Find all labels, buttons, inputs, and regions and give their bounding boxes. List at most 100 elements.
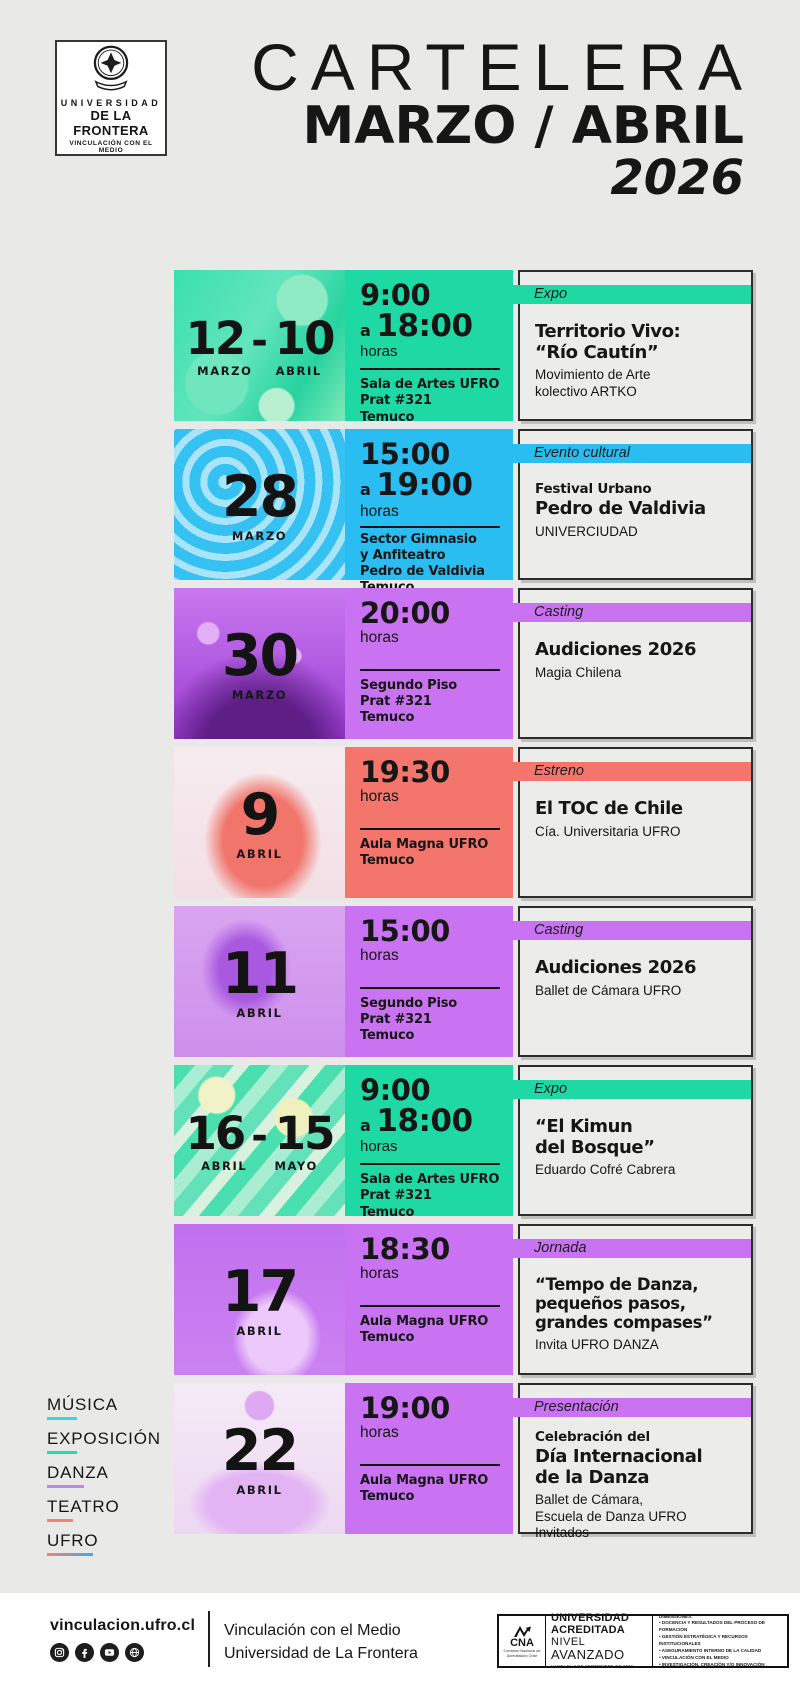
event-category-tag: Casting <box>513 921 751 940</box>
time-unit: horas <box>360 788 399 805</box>
legend-label: EXPOSICIÓN <box>47 1429 161 1448</box>
event-subtitle: Ballet de Cámara UFRO <box>535 982 682 998</box>
website-link[interactable]: vinculacion.ufro.cl <box>50 1617 196 1634</box>
month-label: MARZO <box>231 687 288 702</box>
event-8-date: 22 ABRIL <box>174 1383 345 1534</box>
day-number: 28 <box>221 464 299 531</box>
event-title: Audiciones 2026 <box>535 957 697 978</box>
event-6-photo: 16-15 ABRIL MAYO <box>174 1065 345 1216</box>
dimension-item: INVESTIGACIÓN, CREACIÓN Y/O INNOVACIÓN <box>659 1661 783 1668</box>
event-subtitle: Cía. Universitaria UFRO <box>535 823 681 839</box>
event-title: Audiciones 2026 <box>535 639 697 660</box>
event-1-card: Expo Territorio Vivo: “Río Cautín” Movim… <box>513 270 753 421</box>
event-row-5: 11 ABRIL 15:00 horas Segundo Piso Prat #… <box>174 906 753 1057</box>
level-line-2: AVANZADO <box>551 1647 625 1663</box>
event-title: Pedro de Valdivia <box>535 498 706 519</box>
location-line: Prat #321 <box>360 1012 432 1028</box>
event-4-card: Estreno El TOC de Chile Cía. Universitar… <box>513 747 753 898</box>
web-icon[interactable] <box>125 1643 144 1662</box>
time-end: 18:00 <box>376 308 473 344</box>
divider-line <box>360 368 500 371</box>
logo-line-frontera: DE LA FRONTERA <box>73 108 149 138</box>
event-8-card: Presentación Celebración del Día Interna… <box>513 1383 753 1540</box>
event-8-time-block: 19:00 horas Aula Magna UFRO Temuco <box>345 1383 513 1534</box>
location-line: Aula Magna UFRO <box>360 837 489 852</box>
location-line: Temuco <box>360 710 415 726</box>
event-1-photo: 12-10 MARZO ABRIL <box>174 270 345 421</box>
accreditation-badge: CNA Comisión Nacional de Acreditación Ch… <box>497 1613 789 1669</box>
day-number: 12 <box>185 311 247 365</box>
time-start: 19:00 <box>360 1391 450 1425</box>
location-line: Segundo Piso <box>360 678 458 693</box>
dimension-item: DOCENCIA Y RESULTADOS DEL PROCESO DE FOR… <box>659 1619 783 1633</box>
facebook-icon[interactable] <box>75 1643 94 1662</box>
legend-label: MÚSICA <box>47 1395 118 1414</box>
event-5-photo: 11 ABRIL <box>174 906 345 1057</box>
time-start: 15:00 <box>360 437 450 471</box>
location-line: Temuco <box>360 1489 415 1505</box>
social-icons <box>50 1643 144 1662</box>
cna-mark-icon <box>514 1625 531 1637</box>
event-row-6: 16-15 ABRIL MAYO 9:00 a 18:00 horas Sala … <box>174 1065 753 1220</box>
event-6-time-block: 9:00 a 18:00 horas Sala de Artes UFRO Pr… <box>345 1065 513 1220</box>
title-months: MARZO / ABRIL <box>302 96 744 156</box>
time-prefix: a <box>360 1116 371 1135</box>
dimension-item: GESTIÓN ESTRATÉGICA Y RECURSOS INSTITUCI… <box>659 1633 783 1647</box>
time-unit: horas <box>360 1265 399 1282</box>
location-line: Sala de Artes UFRO <box>360 1172 500 1188</box>
time-unit: horas <box>360 1424 399 1441</box>
university-seal-icon <box>93 45 129 91</box>
time-start: 20:00 <box>360 596 450 630</box>
event-4-location: Aula Magna UFRO Temuco <box>360 837 505 869</box>
time-unit: horas <box>360 502 399 520</box>
day-number: 10 <box>274 311 336 365</box>
event-category-tag: Jornada <box>513 1239 751 1258</box>
accreditation-level: UNIVERSIDAD ACREDITADA NIVEL AVANZADO HA… <box>546 1613 653 1669</box>
instagram-icon[interactable] <box>50 1643 69 1662</box>
event-subtitle: Eduardo Cofré Cabrera <box>535 1162 676 1178</box>
event-2-photo: 28 MARZO <box>174 429 345 580</box>
dimension-item: ASEGURAMIENTO INTERNO DE LA CALIDAD <box>659 1647 783 1654</box>
event-7-card: Jornada “Tempo de Danza, pequeños pasos,… <box>513 1224 753 1375</box>
acr-line-2: ACREDITADA <box>551 1623 625 1636</box>
youtube-icon[interactable] <box>100 1643 119 1662</box>
location-line: Temuco <box>360 1204 415 1220</box>
event-row-7: 17 ABRIL 18:30 horas Aula Magna UFRO Tem… <box>174 1224 753 1375</box>
event-pretitle: Festival Urbano <box>535 481 652 497</box>
month-label: ABRIL <box>236 846 283 861</box>
event-subtitle: Magia Chilena <box>535 664 622 680</box>
location-line: Aula Magna UFRO <box>360 1314 489 1329</box>
location-line: Pedro de Valdivia <box>360 563 485 579</box>
event-category-tag: Expo <box>513 285 751 304</box>
day-number: 17 <box>221 1259 299 1326</box>
event-5-card: Casting Audiciones 2026 Ballet de Cámara… <box>513 906 753 1057</box>
event-row-2: 28 MARZO 15:00 a 19:00 horas Sector Gimn… <box>174 429 753 595</box>
event-3-card: Casting Audiciones 2026 Magia Chilena <box>513 588 753 739</box>
event-5-location: Segundo Piso Prat #321 Temuco <box>360 996 505 1044</box>
event-1-location: Sala de Artes UFRO Prat #321 Temuco <box>360 377 505 425</box>
day-number: 30 <box>221 623 299 690</box>
event-2-card: Evento cultural Festival Urbano Pedro de… <box>513 429 753 580</box>
event-2-date: 28 MARZO <box>174 429 345 580</box>
time-end: 18:00 <box>376 1103 473 1139</box>
event-category-tag: Estreno <box>513 762 751 781</box>
event-category-tag: Evento cultural <box>513 444 751 463</box>
location-line: Temuco <box>360 409 415 425</box>
event-7-date: 17 ABRIL <box>174 1224 345 1375</box>
event-title: El TOC de Chile <box>535 798 683 819</box>
footer-divider <box>208 1611 210 1667</box>
location-line: y Anfiteatro <box>360 547 446 563</box>
cna-logo: CNA Comisión Nacional de Acreditación Ch… <box>499 1616 546 1666</box>
month-label: ABRIL <box>236 1323 283 1338</box>
legend-label: TEATRO <box>47 1497 120 1516</box>
location-line: Temuco <box>360 853 415 869</box>
event-subtitle: Invita UFRO DANZA <box>535 1336 659 1352</box>
event-title: “El Kimun del Bosque” <box>535 1116 655 1158</box>
legend-item-exposicion: EXPOSICIÓN <box>47 1429 161 1454</box>
divider-line <box>360 525 500 528</box>
divider-line <box>360 1464 500 1466</box>
title-cartelera: CARTELERA <box>251 30 754 104</box>
poster-title: CARTELERA MARZO / ABRIL 2026 <box>144 34 744 203</box>
month-label: MAYO <box>274 1159 318 1174</box>
time-prefix: a <box>360 321 371 340</box>
